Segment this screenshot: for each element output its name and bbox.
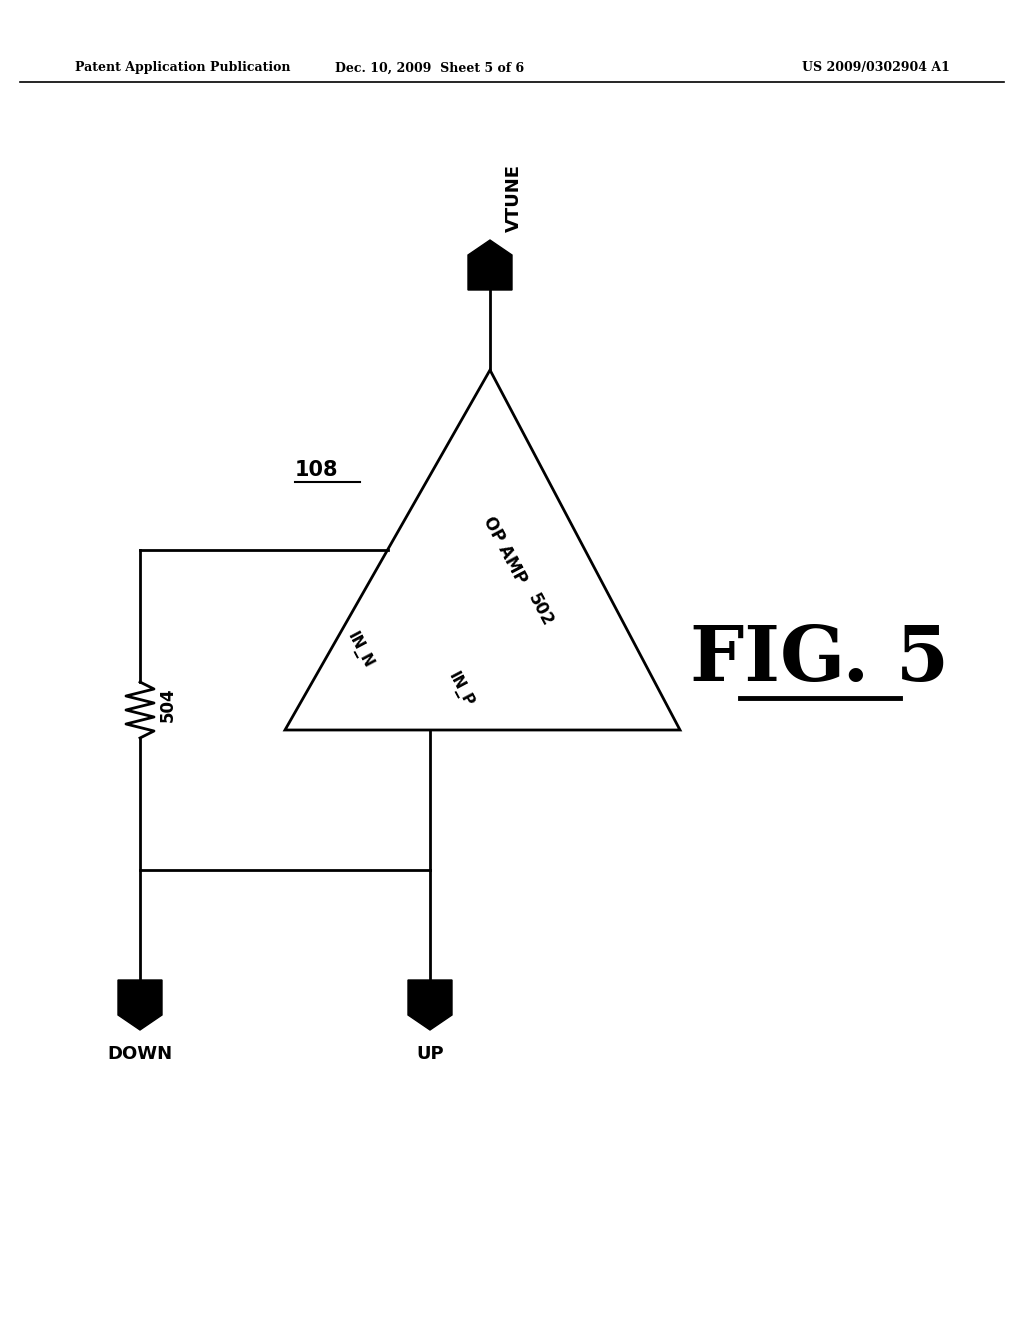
Text: IN_N: IN_N	[344, 630, 376, 671]
Polygon shape	[468, 240, 512, 290]
Polygon shape	[118, 979, 162, 1030]
Polygon shape	[408, 979, 452, 1030]
Text: US 2009/0302904 A1: US 2009/0302904 A1	[802, 62, 950, 74]
Text: FIG. 5: FIG. 5	[690, 623, 949, 697]
Text: 504: 504	[159, 688, 177, 722]
Text: 108: 108	[295, 459, 339, 480]
Text: Patent Application Publication: Patent Application Publication	[75, 62, 291, 74]
Text: Dec. 10, 2009  Sheet 5 of 6: Dec. 10, 2009 Sheet 5 of 6	[336, 62, 524, 74]
Text: IN_P: IN_P	[444, 669, 476, 710]
Text: OP AMP: OP AMP	[480, 513, 530, 586]
Text: UP: UP	[416, 1045, 443, 1063]
Text: VTUNE: VTUNE	[505, 164, 523, 232]
Text: DOWN: DOWN	[108, 1045, 173, 1063]
Text: 502: 502	[524, 590, 556, 630]
